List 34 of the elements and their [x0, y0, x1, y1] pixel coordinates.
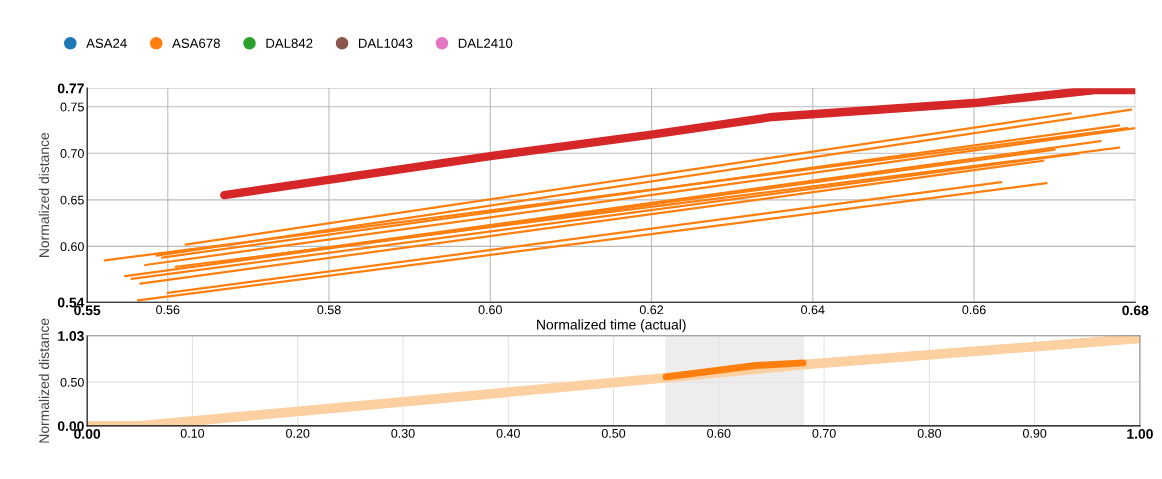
- y-tick-label: 0.70: [60, 149, 84, 158]
- x-tick-label: 0.66: [962, 305, 986, 315]
- y-tick-label: 0.77: [57, 83, 84, 94]
- x-tick-label: 0.62: [639, 305, 664, 315]
- x-tick-label: 0.20: [286, 428, 310, 438]
- legend-label: ASA678: [172, 38, 220, 48]
- x-tick-label: 0.50: [601, 428, 626, 438]
- y-tick-label: 0.50: [60, 377, 84, 387]
- x-tick-label: 0.68: [1122, 305, 1149, 316]
- y-tick-label: 0.00: [57, 421, 84, 431]
- x-tick-label: 0.30: [391, 428, 415, 438]
- legend-label: DAL2410: [458, 38, 513, 48]
- legend-label: DAL842: [266, 38, 313, 48]
- x-tick-label: 0.60: [478, 305, 502, 315]
- x-tick-label: 0.56: [156, 305, 180, 315]
- y-axis-title: Normalized distance: [38, 132, 50, 257]
- y-tick-label: 0.75: [60, 102, 84, 112]
- y-tick-label: 0.60: [60, 242, 84, 252]
- legend-label: ASA24: [86, 38, 127, 48]
- x-tick-label: 0.10: [180, 428, 205, 438]
- x-tick-label: 1.00: [1127, 428, 1153, 439]
- x-tick-label: 0.60: [707, 428, 731, 438]
- x-tick-label: 0.90: [1022, 428, 1047, 438]
- x-tick-label: 0.70: [812, 428, 836, 438]
- x-tick-label: 0.58: [317, 305, 341, 315]
- x-tick-label: 0.00: [74, 428, 101, 439]
- x-tick-label: 0.80: [917, 428, 942, 438]
- legend-label: DAL1043: [358, 38, 413, 48]
- y-tick-label: 0.65: [60, 195, 84, 205]
- y-axis-title: Normalized distance: [38, 318, 50, 443]
- x-tick-label: 0.64: [801, 305, 825, 315]
- x-tick-label: 0.40: [496, 428, 520, 438]
- y-tick-label: 1.03: [58, 331, 84, 341]
- x-axis-title: Normalized time (actual): [537, 319, 686, 333]
